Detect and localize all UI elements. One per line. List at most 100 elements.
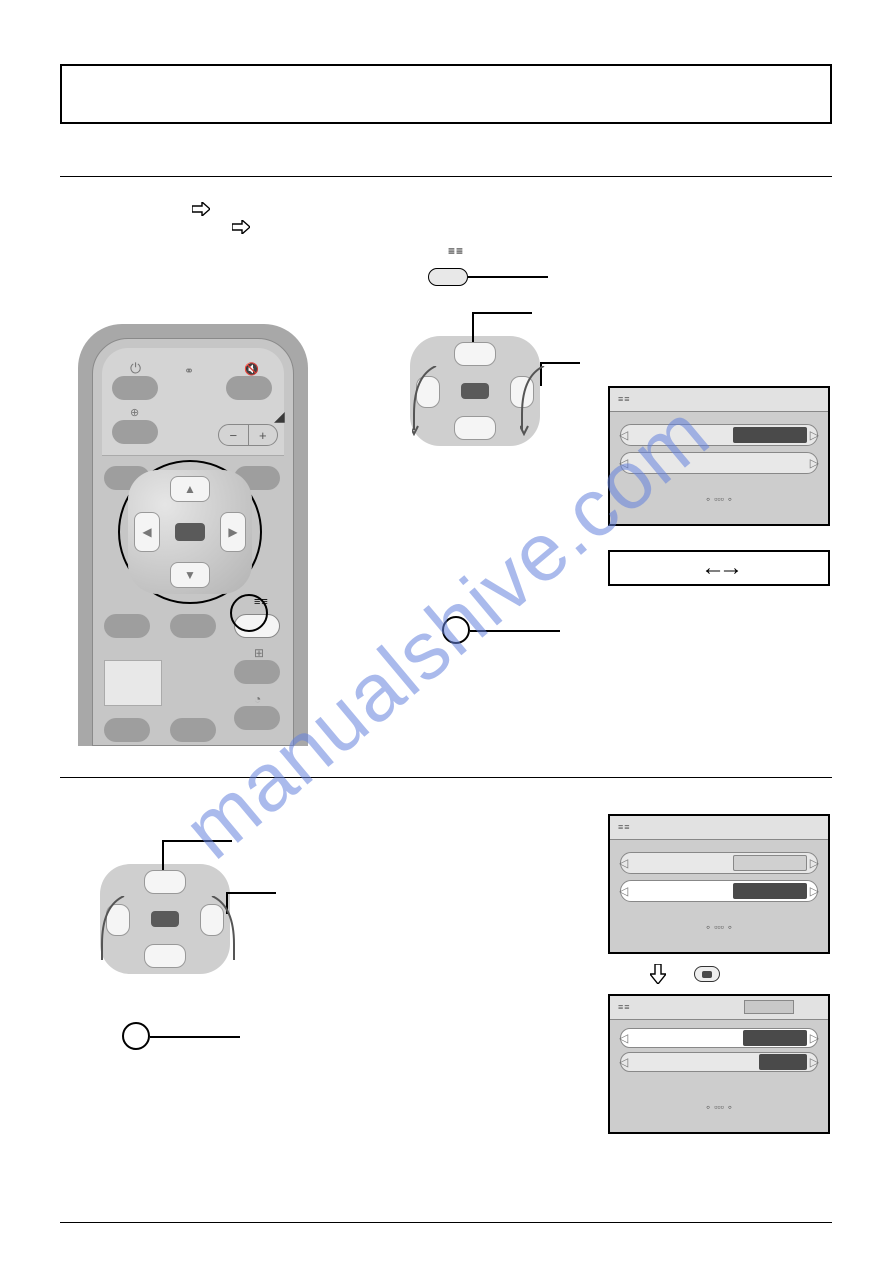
divider-rule [60,777,832,778]
arrow-down-open-icon [650,964,666,984]
osd-nav-hint: ◦▫▫▫◦ [610,1090,828,1124]
clock-icon: ◔ [254,692,261,706]
divider-rule [60,176,832,177]
chevron-left-icon: ◁ [619,1031,628,1045]
curve-arrow-icon [412,366,442,436]
remote-panel-area [104,660,162,706]
dpad-right[interactable]: ▶ [220,512,246,552]
remote-control: ⏻ ⚭ 🔇 ⊕ ◢ − + ▲ ▼ ◀ ▶ ≡≡ ⊞ ◔ [78,324,308,746]
chevron-left-icon: ◁ [619,856,628,870]
volume-minus[interactable]: − [219,425,249,445]
mute-button[interactable] [226,376,272,400]
osd-value-slot [759,1054,807,1070]
pip-button[interactable] [234,660,280,684]
osd-row: ◁ ▷ [620,424,818,446]
osd-menu-screenshot: ≡≡ ◁ ▷ ◁ ▷ ◦▫▫▫◦ [608,994,830,1134]
dpad-ok [151,911,179,927]
volume-rocker[interactable]: − + [218,424,278,446]
chevron-right-icon: ▷ [810,884,819,898]
chevron-right-icon: ▶ [228,525,237,539]
button-pill-icon [428,268,468,286]
title-box [60,64,832,124]
callout-line [540,362,580,364]
callout-circle [122,1022,150,1050]
dpad-left[interactable]: ◀ [134,512,160,552]
double-arrow-icon: ←→ [701,554,737,582]
power-icon: ⏻ [130,360,141,377]
menu-icon: ≡≡ [618,822,631,832]
osd-row: ◁ ▷ [620,452,818,474]
chevron-left-icon: ◀ [142,525,151,539]
callout-line [472,312,474,342]
arrow-right-open-icon [232,220,250,234]
source-button[interactable] [112,420,158,444]
curve-arrow-icon [100,896,130,966]
osd-header-slot [744,1000,794,1014]
callout-line [472,312,532,314]
dpad-up [454,342,496,366]
mute-icon: 🔇 [244,362,259,376]
remote-button[interactable] [104,614,150,638]
volume-plus[interactable]: + [249,425,278,445]
timer-button[interactable] [234,706,280,730]
chevron-left-icon: ◁ [619,456,628,470]
link-icon: ⚭ [184,364,194,378]
osd-row: ◁ ▷ [620,1052,818,1072]
menu-icon: ≡≡ [618,394,631,404]
curve-arrow-icon [208,896,238,966]
callout-circle [442,616,470,644]
osd-value-slot [733,883,807,899]
remote-button[interactable] [104,718,150,742]
osd-row-selected: ◁ ▷ [620,880,818,902]
osd-menu-screenshot: ≡≡ ◁ ▷ ◁ ▷ ◦▫▫▫◦ [608,814,830,954]
callout-line [150,1036,240,1038]
callout-line [226,892,276,894]
dpad-down[interactable]: ▼ [170,562,210,588]
osd-nav-hint: ◦ ▫▫▫ ◦ [610,482,828,516]
callout-line [162,840,232,842]
divider-rule [60,1222,832,1223]
callout-line [468,276,548,278]
chevron-right-icon: ▷ [810,856,819,870]
dpad-down [144,944,186,968]
nav-hint-box: ←→ [608,550,830,586]
chevron-up-icon: ▲ [184,482,196,496]
dpad-ok[interactable] [175,523,205,541]
teletext-icon: ≡≡ [448,244,464,258]
dpad-ok [461,383,489,399]
volume-wedge-icon: ◢ [274,408,285,425]
dpad-up[interactable]: ▲ [170,476,210,502]
power-button[interactable] [112,376,158,400]
chevron-left-icon: ◁ [619,428,628,442]
chevron-right-icon: ▷ [810,428,819,442]
osd-nav-hint: ◦▫▫▫◦ [610,910,828,944]
chevron-left-icon: ◁ [619,1055,628,1069]
dpad: ▲ ▼ ◀ ▶ [128,470,252,594]
chevron-left-icon: ◁ [619,884,628,898]
dpad-down [454,416,496,440]
arrow-right-open-icon [192,202,210,216]
osd-header: ≡≡ [610,996,828,1020]
curve-arrow-icon [520,366,550,436]
osd-header: ≡≡ [610,816,828,840]
osd-header: ≡≡ [610,388,828,412]
chevron-right-icon: ▷ [810,456,819,470]
osd-row-selected: ◁ ▷ [620,1028,818,1048]
osd-row: ◁ ▷ [620,852,818,874]
button-highlight-circle [230,594,268,632]
remote-button[interactable] [170,614,216,638]
osd-value-slot [733,427,807,443]
osd-value-slot [743,1030,807,1046]
plus-box-icon: ⊕ [130,406,139,419]
osd-value-slot [733,855,807,871]
chevron-right-icon: ▷ [810,1031,819,1045]
menu-icon: ≡≡ [618,1002,631,1012]
dpad-up [144,870,186,894]
osd-menu-screenshot: ≡≡ ◁ ▷ ◁ ▷ ◦ ▫▫▫ ◦ [608,386,830,526]
chevron-right-icon: ▷ [810,1055,819,1069]
ok-icon [702,971,712,978]
ok-chip [694,966,720,982]
callout-line [470,630,560,632]
callout-line [162,840,164,870]
remote-button[interactable] [170,718,216,742]
